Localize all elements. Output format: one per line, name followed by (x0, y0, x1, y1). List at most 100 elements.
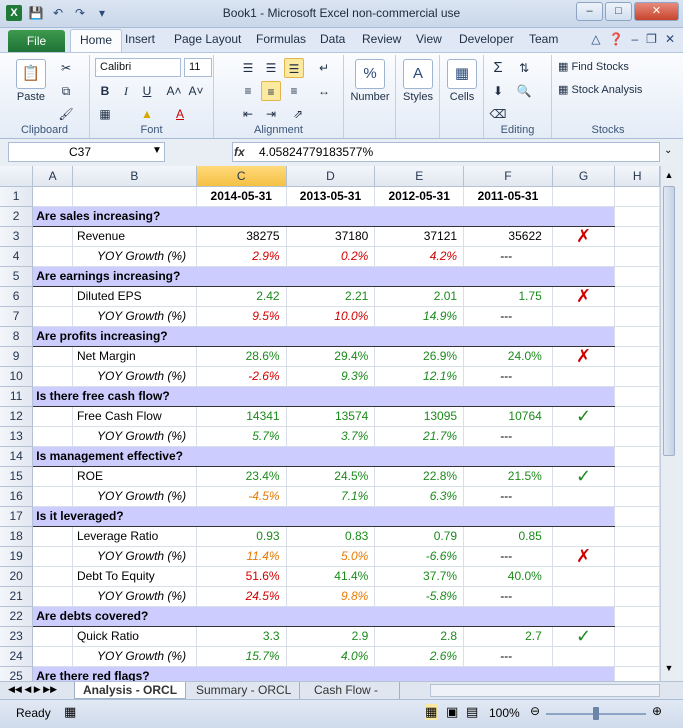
format-painter-icon[interactable]: 🖌 (58, 107, 74, 121)
row-header[interactable]: 13 (0, 426, 34, 447)
file-tab[interactable]: File (8, 30, 65, 52)
bold-icon[interactable]: B (100, 84, 110, 98)
section-question-cell[interactable]: Are there red flags? (32, 665, 616, 681)
growth-label-cell[interactable]: YOY Growth (%) (72, 306, 197, 327)
cell[interactable] (32, 466, 73, 487)
sheet-tab-summary[interactable]: Summary - ORCL (188, 682, 301, 699)
maximize-button[interactable]: □ (605, 2, 632, 21)
cell[interactable] (614, 506, 660, 527)
value-cell[interactable]: -2.6% (196, 366, 287, 387)
tab-formulas[interactable]: Formulas (256, 32, 307, 46)
value-cell[interactable]: 11.4% (196, 546, 287, 567)
row-header[interactable]: 2 (0, 206, 34, 227)
value-cell[interactable]: 0.93 (196, 526, 287, 547)
date-header-cell[interactable]: 2011-05-31 (463, 186, 553, 207)
row-header[interactable]: 17 (0, 506, 34, 527)
minimize-button[interactable]: – (576, 2, 603, 21)
font-color-icon[interactable]: A (175, 107, 184, 121)
cell[interactable] (32, 346, 73, 367)
find-select-icon[interactable]: 🔍 (516, 84, 532, 98)
value-cell[interactable]: --- (463, 546, 553, 567)
stock-analysis-button[interactable]: ▦ Stock Analysis (558, 83, 642, 96)
metric-label-cell[interactable]: Net Margin (72, 346, 197, 367)
value-cell[interactable]: --- (463, 246, 553, 267)
value-cell[interactable]: 2.9% (196, 246, 287, 267)
tab-home[interactable]: Home (70, 29, 123, 52)
align-center-icon[interactable]: ≡ (261, 81, 281, 101)
cell[interactable] (32, 566, 73, 587)
scroll-up-icon[interactable]: ▲ (664, 170, 674, 180)
value-cell[interactable]: 22.8% (374, 466, 465, 487)
align-left-icon[interactable]: ≡ (244, 84, 252, 98)
cell[interactable] (552, 526, 616, 547)
number-button[interactable]: % Number (348, 59, 392, 103)
cell[interactable] (614, 466, 660, 487)
cell[interactable] (552, 426, 616, 447)
value-cell[interactable]: 2.21 (286, 286, 376, 307)
value-cell[interactable]: 2.01 (374, 286, 465, 307)
cell[interactable] (614, 346, 660, 367)
sort-filter-icon[interactable]: ⇅ (518, 61, 530, 75)
value-cell[interactable]: 26.9% (374, 346, 465, 367)
cell[interactable] (614, 266, 660, 287)
growth-label-cell[interactable]: YOY Growth (%) (72, 246, 197, 267)
row-header[interactable]: 23 (0, 626, 34, 647)
font-name-combo[interactable]: Calibri (95, 58, 181, 77)
value-cell[interactable]: -4.5% (196, 486, 287, 507)
column-header-c[interactable]: C (196, 166, 287, 187)
growth-label-cell[interactable]: YOY Growth (%) (72, 586, 197, 607)
workbook-minimize-icon[interactable]: – (631, 32, 639, 46)
value-cell[interactable]: 38275 (196, 226, 287, 247)
section-question-cell[interactable]: Is there free cash flow? (32, 385, 616, 407)
metric-label-cell[interactable]: Diluted EPS (72, 286, 197, 307)
customize-qat-icon[interactable]: ▾ (98, 6, 106, 20)
cell[interactable] (614, 206, 660, 227)
growth-label-cell[interactable]: YOY Growth (%) (72, 486, 197, 507)
cell[interactable] (614, 666, 660, 681)
formula-input[interactable]: 4.05824779183577% (232, 142, 660, 162)
cell[interactable] (614, 526, 660, 547)
value-cell[interactable]: 28.6% (196, 346, 287, 367)
select-all-corner[interactable] (0, 166, 34, 187)
cell[interactable] (32, 426, 73, 447)
metric-label-cell[interactable]: Quick Ratio (72, 626, 197, 647)
cell[interactable] (552, 246, 616, 267)
cell[interactable] (614, 426, 660, 447)
section-question-cell[interactable]: Are profits increasing? (32, 325, 616, 347)
cut-icon[interactable]: ✂ (60, 61, 72, 75)
value-cell[interactable]: 0.79 (374, 526, 465, 547)
grow-font-icon[interactable]: A˄ (166, 84, 182, 98)
cell[interactable] (32, 246, 73, 267)
value-cell[interactable]: 35622 (463, 226, 553, 247)
row-header[interactable]: 14 (0, 446, 34, 467)
macro-record-icon[interactable]: ▦ (64, 704, 77, 719)
cells-button[interactable]: ▦ Cells (442, 59, 482, 103)
value-cell[interactable]: 2.6% (374, 646, 465, 667)
value-cell[interactable]: --- (463, 366, 553, 387)
row-header[interactable]: 7 (0, 306, 34, 327)
clear-icon[interactable]: ⌫ (489, 107, 507, 121)
top-align-icon[interactable]: ☰ (242, 61, 254, 75)
value-cell[interactable]: -6.6% (374, 546, 465, 567)
value-cell[interactable]: 14341 (196, 406, 287, 427)
value-cell[interactable]: 13095 (374, 406, 465, 427)
tab-page-layout[interactable]: Page Layout (174, 32, 242, 46)
tab-insert[interactable]: Insert (125, 32, 156, 46)
row-header[interactable]: 25 (0, 666, 34, 681)
row-header[interactable]: 19 (0, 546, 34, 567)
close-button[interactable]: ✕ (634, 2, 679, 21)
column-header-f[interactable]: F (463, 166, 553, 187)
italic-icon[interactable]: I (124, 84, 128, 98)
underline-icon[interactable]: U (142, 84, 152, 98)
cell[interactable] (614, 406, 660, 427)
row-header[interactable]: 3 (0, 226, 34, 247)
value-cell[interactable]: --- (463, 486, 553, 507)
row-header[interactable]: 10 (0, 366, 34, 387)
zoom-in-icon[interactable]: ⊕ (652, 704, 663, 718)
cell[interactable] (32, 306, 73, 327)
zoom-out-icon[interactable]: ⊖ (530, 704, 541, 718)
value-cell[interactable]: 0.2% (286, 246, 376, 267)
date-header-cell[interactable]: 2013-05-31 (286, 186, 376, 207)
cell[interactable] (552, 586, 616, 607)
row-header[interactable]: 22 (0, 606, 34, 627)
